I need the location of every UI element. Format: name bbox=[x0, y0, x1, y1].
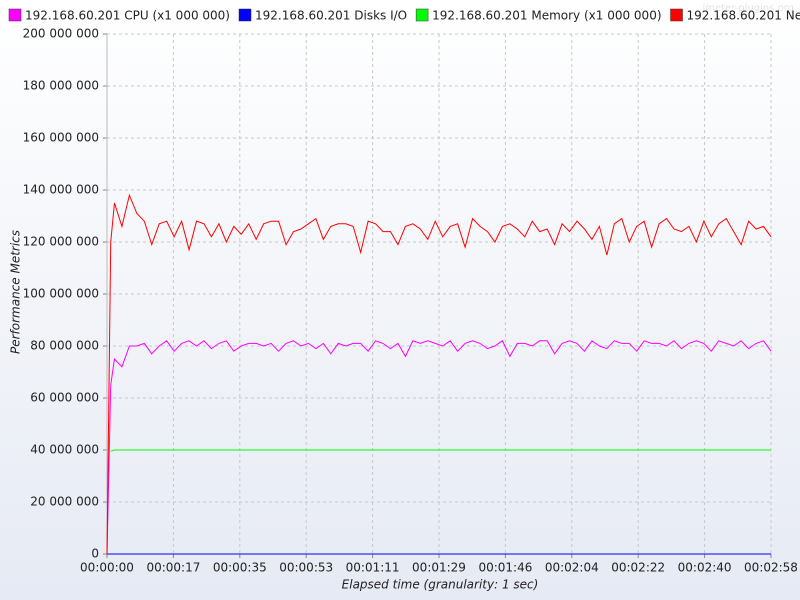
legend-label: 192.168.60.201 Memory (x1 000 000) bbox=[432, 9, 661, 23]
legend-label: 192.168.60.201 CPU (x1 000 000) bbox=[25, 9, 230, 23]
x-tick-label: 00:01:29 bbox=[412, 561, 466, 575]
x-axis-label: Elapsed time (granularity: 1 sec) bbox=[342, 578, 539, 592]
y-tick-label: 120 000 000 bbox=[23, 235, 99, 249]
x-tick-label: 00:00:17 bbox=[146, 561, 200, 575]
y-tick-label: 40 000 000 bbox=[30, 443, 99, 457]
x-tick-label: 00:01:46 bbox=[478, 561, 532, 575]
y-tick-label: 20 000 000 bbox=[30, 495, 99, 509]
x-tick-label: 00:02:04 bbox=[545, 561, 599, 575]
legend: 192.168.60.201 CPU (x1 000 000) 192.168.6… bbox=[8, 8, 800, 23]
y-tick-label: 100 000 000 bbox=[23, 287, 99, 301]
y-tick-label: 80 000 000 bbox=[30, 339, 99, 353]
series-line bbox=[106, 340, 772, 555]
legend-swatch bbox=[8, 8, 22, 22]
y-tick-label: 160 000 000 bbox=[23, 131, 99, 145]
x-tick-label: 00:00:53 bbox=[279, 561, 333, 575]
x-tick-label: 00:00:00 bbox=[80, 561, 134, 575]
x-tick-label: 00:02:22 bbox=[611, 561, 665, 575]
x-tick-label: 00:00:35 bbox=[213, 561, 267, 575]
legend-swatch bbox=[415, 8, 429, 22]
y-tick-label: 140 000 000 bbox=[23, 183, 99, 197]
legend-swatch bbox=[670, 8, 683, 22]
series-line bbox=[110, 449, 771, 452]
y-axis-label: Performance Metrics bbox=[9, 230, 23, 354]
x-tick-label: 00:02:40 bbox=[678, 561, 732, 575]
y-tick-label: 180 000 000 bbox=[23, 79, 99, 93]
legend-swatch bbox=[238, 8, 252, 22]
y-tick-label: 60 000 000 bbox=[30, 391, 99, 405]
legend-label: 192.168.60.201 Network I/O bbox=[687, 9, 800, 23]
legend-label: 192.168.60.201 Disks I/O bbox=[255, 9, 407, 23]
x-tick-label: 00:02:58 bbox=[744, 561, 798, 575]
y-tick-label: 200 000 000 bbox=[23, 27, 99, 41]
watermark: jmeter-plugins.org bbox=[701, 3, 794, 14]
series-line bbox=[106, 193, 772, 555]
x-tick-label: 00:01:11 bbox=[346, 561, 400, 575]
y-tick-label: 0 bbox=[91, 547, 99, 561]
